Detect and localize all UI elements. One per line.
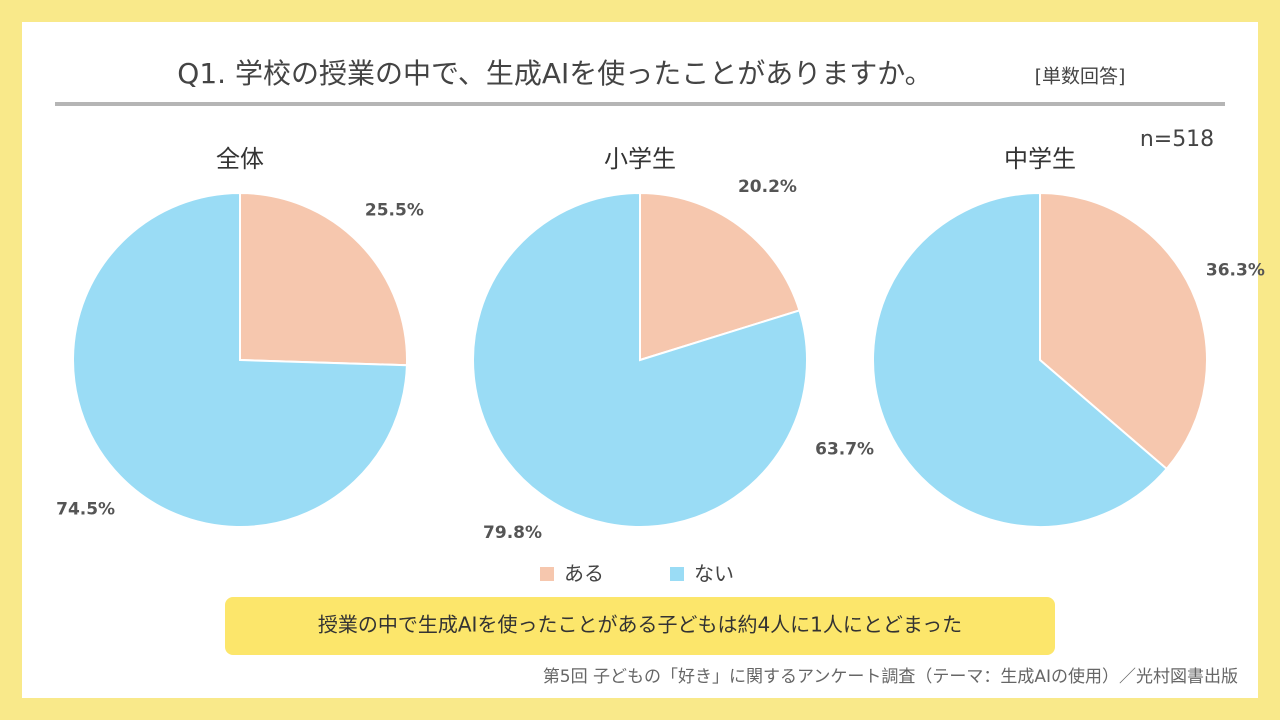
conclusion: 授業の中で生成AIを使ったことがある子どもは約4人に1人にとどまった <box>318 613 962 637</box>
pie-slice <box>72 191 408 528</box>
value-label: 20.2% <box>738 177 797 197</box>
value-label: 25.5% <box>365 200 424 220</box>
pie-slice <box>1039 191 1208 471</box>
value-label: 36.3% <box>1206 260 1265 280</box>
pie-title: 全体 <box>216 145 264 173</box>
value-label: 74.5% <box>56 500 115 520</box>
legend-swatch <box>670 567 684 581</box>
conclusion-box <box>225 597 1055 655</box>
pie-title: 小学生 <box>604 145 676 173</box>
value-label: 79.8% <box>483 523 542 543</box>
title: Q1. 学校の授業の中で、生成AIを使ったことがありますか。 <box>177 57 932 90</box>
value-label: 63.7% <box>815 440 874 460</box>
subtitle: [単数回答] <box>1035 66 1126 88</box>
source: 第5回 子どもの「好き」に関するアンケート調査（テーマ：生成AIの使用）／光村図… <box>543 666 1238 687</box>
sample-size: n=518 <box>1140 127 1214 152</box>
legend-swatch <box>540 567 554 581</box>
pie-slice <box>472 191 808 528</box>
pie-slice <box>239 191 408 367</box>
pie-slice <box>872 191 1169 528</box>
pie-slice <box>639 191 801 362</box>
pie-title: 中学生 <box>1004 145 1076 173</box>
legend-label: ある <box>564 562 604 586</box>
legend-label: ない <box>694 562 734 586</box>
